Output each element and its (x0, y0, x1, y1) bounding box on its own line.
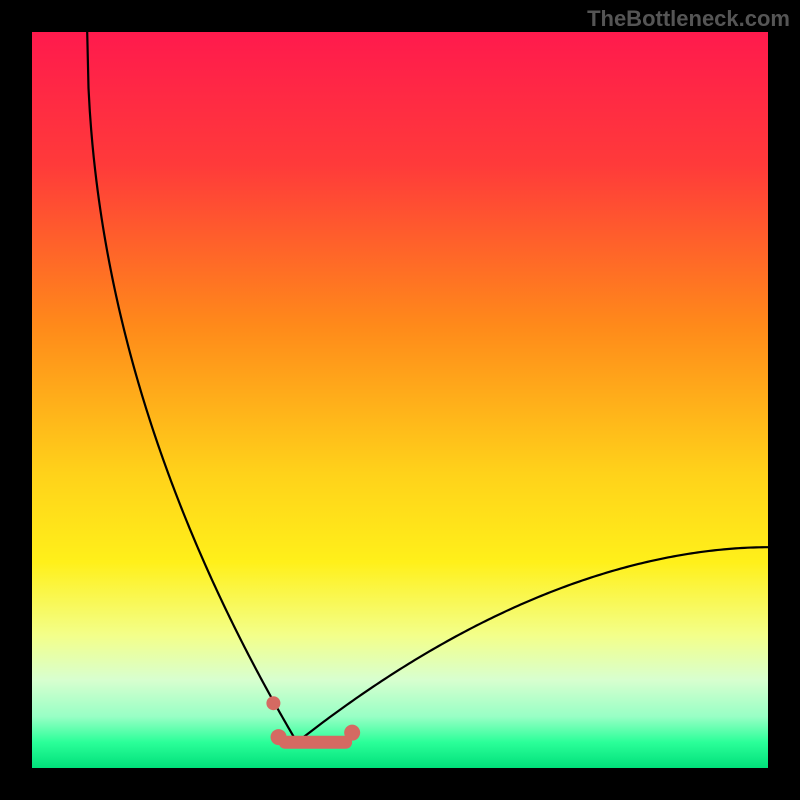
chart-svg (0, 0, 800, 800)
chart-stage: TheBottleneck.com (0, 0, 800, 800)
